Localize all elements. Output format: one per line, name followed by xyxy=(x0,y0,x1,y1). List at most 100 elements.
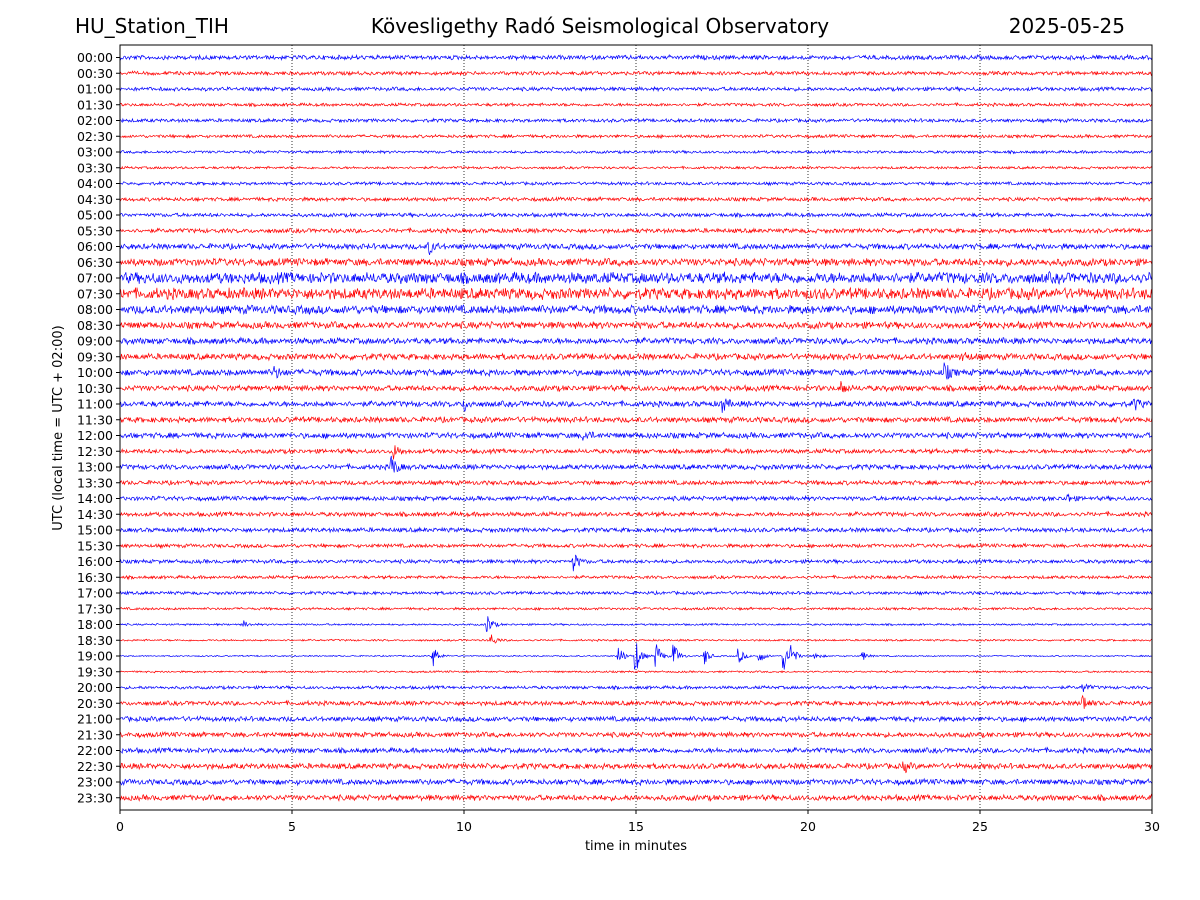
trace-18:30 xyxy=(119,634,1153,644)
trace-01:00 xyxy=(119,85,1153,93)
y-tick-label: 22:00 xyxy=(77,743,113,758)
y-tick-label: 19:30 xyxy=(77,664,113,679)
trace-10:30 xyxy=(119,381,1153,393)
trace-20:00 xyxy=(119,683,1153,692)
y-tick-label: 12:00 xyxy=(77,428,113,443)
trace-22:00 xyxy=(119,746,1153,755)
y-axis: 00:0000:3001:0001:3002:0002:3003:0003:30… xyxy=(77,50,120,805)
trace-06:30 xyxy=(119,256,1153,268)
chart-date: 2025-05-25 xyxy=(1008,14,1125,38)
y-tick-label: 17:30 xyxy=(77,601,113,616)
trace-21:30 xyxy=(119,730,1153,739)
y-tick-label: 15:30 xyxy=(77,538,113,553)
y-tick-label: 08:30 xyxy=(77,318,113,333)
trace-03:30 xyxy=(119,165,1153,170)
y-tick-label: 06:30 xyxy=(77,255,113,270)
y-tick-label: 17:00 xyxy=(77,586,113,601)
trace-05:00 xyxy=(119,211,1153,219)
trace-16:00 xyxy=(119,554,1153,572)
y-tick-label: 07:00 xyxy=(77,271,113,286)
trace-07:30 xyxy=(119,286,1153,301)
y-tick-label: 05:30 xyxy=(77,223,113,238)
trace-12:30 xyxy=(119,445,1153,460)
trace-01:30 xyxy=(119,101,1153,108)
y-tick-label: 03:00 xyxy=(77,145,113,160)
y-tick-label: 02:30 xyxy=(77,129,113,144)
trace-04:00 xyxy=(119,180,1153,187)
y-tick-label: 09:00 xyxy=(77,334,113,349)
y-tick-label: 10:00 xyxy=(77,365,113,380)
x-tick-label: 5 xyxy=(288,819,296,834)
trace-15:00 xyxy=(119,526,1153,534)
y-tick-label: 01:00 xyxy=(77,82,113,97)
x-tick-label: 30 xyxy=(1144,819,1160,834)
x-tick-label: 25 xyxy=(972,819,988,834)
trace-13:00 xyxy=(119,455,1153,473)
y-tick-label: 18:30 xyxy=(77,633,113,648)
trace-19:00 xyxy=(119,643,1153,670)
y-tick-label: 11:30 xyxy=(77,412,113,427)
y-tick-label: 23:00 xyxy=(77,775,113,790)
y-tick-label: 11:00 xyxy=(77,397,113,412)
trace-04:30 xyxy=(119,195,1153,203)
x-tick-label: 0 xyxy=(116,819,124,834)
trace-20:30 xyxy=(119,694,1153,709)
y-tick-label: 19:00 xyxy=(77,649,113,664)
trace-00:00 xyxy=(119,53,1153,62)
y-tick-label: 21:00 xyxy=(77,712,113,727)
y-axis-label: UTC (local time = UTC + 02:00) xyxy=(51,325,66,530)
y-tick-label: 01:30 xyxy=(77,97,113,112)
x-axis-label: time in minutes xyxy=(585,839,687,854)
trace-06:00 xyxy=(120,241,1153,256)
y-tick-label: 08:00 xyxy=(77,302,113,317)
y-tick-label: 09:30 xyxy=(77,349,113,364)
y-tick-label: 21:30 xyxy=(77,727,113,742)
trace-03:00 xyxy=(119,149,1153,155)
y-tick-label: 13:30 xyxy=(77,475,113,490)
y-tick-label: 13:00 xyxy=(77,460,113,475)
y-tick-label: 16:30 xyxy=(77,570,113,585)
y-tick-label: 14:00 xyxy=(77,491,113,506)
x-tick-label: 20 xyxy=(800,819,816,834)
y-tick-label: 04:30 xyxy=(77,192,113,207)
trace-17:30 xyxy=(119,606,1153,612)
trace-12:00 xyxy=(119,431,1153,441)
trace-13:30 xyxy=(119,479,1153,487)
y-tick-label: 15:00 xyxy=(77,523,113,538)
trace-14:30 xyxy=(119,510,1153,518)
trace-18:00 xyxy=(119,616,1153,632)
trace-11:30 xyxy=(119,415,1153,424)
trace-22:30 xyxy=(119,761,1153,774)
y-tick-label: 22:30 xyxy=(77,759,113,774)
trace-02:00 xyxy=(119,117,1153,124)
x-axis: 0 5 10 15 20 25 30 xyxy=(116,810,1160,834)
y-tick-label: 20:00 xyxy=(77,680,113,695)
y-tick-label: 02:00 xyxy=(77,113,113,128)
trace-15:30 xyxy=(119,542,1153,550)
y-tick-label: 05:00 xyxy=(77,208,113,223)
trace-17:00 xyxy=(119,589,1153,596)
y-tick-label: 04:00 xyxy=(77,176,113,191)
trace-02:30 xyxy=(119,133,1153,140)
y-tick-label: 10:30 xyxy=(77,381,113,396)
y-tick-label: 06:00 xyxy=(77,239,113,254)
y-tick-label: 20:30 xyxy=(77,696,113,711)
trace-05:30 xyxy=(119,227,1153,235)
trace-08:00 xyxy=(119,303,1153,316)
trace-16:30 xyxy=(119,574,1153,581)
seismogram-traces xyxy=(119,53,1153,802)
trace-00:30 xyxy=(119,70,1153,77)
y-tick-label: 12:30 xyxy=(77,444,113,459)
y-tick-label: 18:00 xyxy=(77,617,113,632)
trace-09:30 xyxy=(119,352,1153,362)
y-tick-label: 00:00 xyxy=(77,50,113,65)
y-tick-label: 14:30 xyxy=(77,507,113,522)
y-tick-label: 23:30 xyxy=(77,790,113,805)
station-name: HU_Station_TIH xyxy=(75,14,229,38)
trace-10:00 xyxy=(119,362,1153,380)
trace-11:00 xyxy=(119,398,1153,413)
y-tick-label: 00:30 xyxy=(77,66,113,81)
grid-lines xyxy=(291,45,981,810)
trace-23:00 xyxy=(119,777,1153,787)
